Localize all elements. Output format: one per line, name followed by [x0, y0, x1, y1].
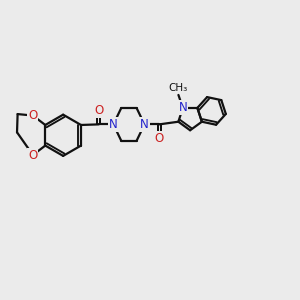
- Text: O: O: [154, 132, 164, 145]
- Text: N: N: [140, 118, 149, 131]
- Text: CH₃: CH₃: [169, 83, 188, 94]
- Text: N: N: [109, 118, 118, 131]
- Text: O: O: [28, 109, 38, 122]
- Text: N: N: [178, 101, 187, 114]
- Text: O: O: [94, 104, 103, 117]
- Text: O: O: [28, 148, 38, 161]
